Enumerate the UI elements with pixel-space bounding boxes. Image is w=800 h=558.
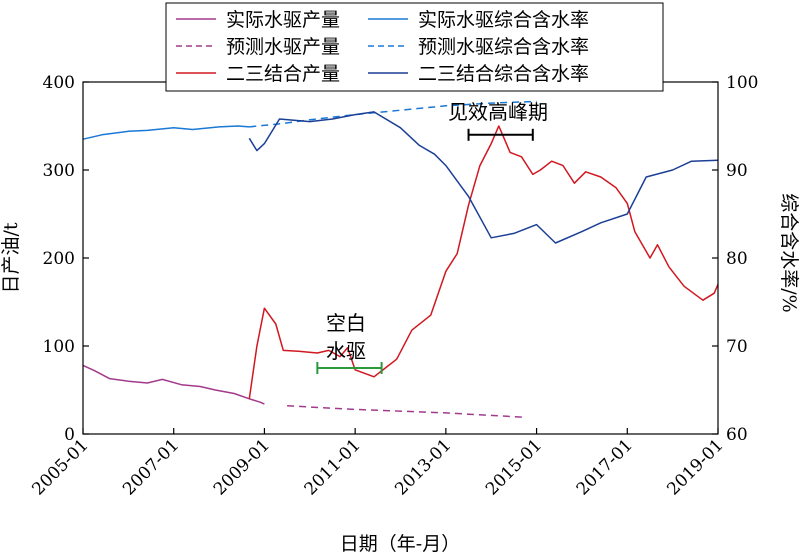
series-line-2	[248, 125, 719, 399]
legend-label-3: 实际水驱综合含水率	[418, 9, 589, 31]
legend-label-4: 预测水驱综合含水率	[418, 36, 589, 58]
y-left-tick-label-4: 400	[43, 73, 75, 93]
legend-label-2: 二三结合产量	[226, 63, 340, 85]
annotation-label-1: 水驱	[326, 339, 366, 363]
y-right-tick-label-1: 70	[726, 337, 748, 357]
legend-box	[165, 2, 664, 92]
y-right-tick-label-2: 80	[726, 249, 748, 269]
ticks-layer: 0 100 200 300 400 60 70 80 90 100 2005-01 2007-01 20…	[28, 73, 758, 499]
y-left-tick-label-1: 100	[43, 337, 75, 357]
y-left-axis-title: 日产油/t	[0, 222, 22, 293]
annotation-label-2: 见效高峰期	[448, 100, 548, 124]
plot-frame	[82, 81, 719, 435]
x-tick-label-6: 2017-01	[573, 435, 637, 499]
series-line-5	[248, 111, 719, 244]
x-tick-label-1: 2007-01	[119, 435, 183, 499]
y-left-tick-label-2: 200	[43, 249, 75, 269]
x-tick-label-4: 2013-01	[391, 435, 455, 499]
x-tick-label-7: 2019-01	[663, 435, 727, 499]
y-right-tick-label-0: 60	[726, 425, 748, 445]
x-tick-label-2: 2009-01	[210, 435, 274, 499]
plot-area-border	[82, 81, 719, 435]
y-right-tick-label-3: 90	[726, 161, 748, 181]
x-tick-label-0: 2005-01	[28, 435, 92, 499]
x-tick-label-3: 2011-01	[301, 435, 365, 499]
series-line-4	[249, 100, 537, 128]
y-left-tick-label-3: 300	[43, 161, 75, 181]
y-right-tick-label-4: 100	[726, 73, 758, 93]
series-line-3	[82, 125, 250, 140]
series-layer	[82, 100, 719, 419]
y-left-tick-label-0: 0	[64, 425, 75, 445]
legend-label-0: 实际水驱产量	[226, 9, 340, 31]
legend-label-5: 二三结合综合含水率	[418, 63, 589, 85]
x-axis-title: 日期（年-月）	[340, 533, 460, 555]
x-tick-label-5: 2015-01	[482, 435, 546, 499]
annotation-label-0: 空白	[326, 311, 366, 335]
y-right-axis-title: 综合含水率/%	[778, 193, 800, 312]
series-line-1	[287, 405, 526, 419]
series-line-0	[82, 364, 265, 405]
legend-label-1: 预测水驱产量	[226, 36, 340, 58]
